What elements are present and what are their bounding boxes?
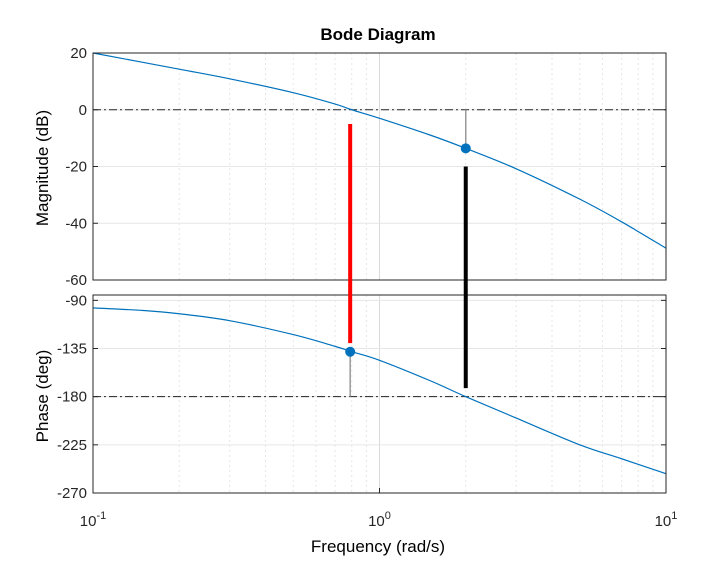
- phase-y-ticks: -90 -135 -180 -225 -270: [57, 292, 666, 502]
- phase-ytick-label: -225: [57, 437, 87, 454]
- phase-grid: [93, 295, 666, 494]
- magnitude-y-ticks: 20 0 -20 -40 -60: [65, 45, 666, 289]
- phase-ytick-label: -135: [57, 341, 87, 358]
- xtick-label: 10-1: [80, 510, 106, 530]
- xtick-exponent: -1: [96, 510, 106, 522]
- chart-title: Bode Diagram: [320, 25, 435, 44]
- magnitude-ytick-label: -20: [65, 159, 87, 176]
- magnitude-ytick-label: -60: [65, 272, 87, 289]
- xtick-base: 10: [368, 513, 385, 530]
- phase-ylabel: Phase (deg): [33, 350, 52, 443]
- xtick-label: 100: [368, 510, 391, 530]
- phase-panel: -90 -135 -180 -225 -270 Phase (deg): [33, 292, 667, 502]
- magnitude-ytick-label: 0: [79, 102, 87, 119]
- phase-ytick-label: -90: [65, 292, 87, 309]
- magnitude-panel: 20 0 -20 -40 -60 Magnitude (dB): [33, 45, 667, 289]
- x-ticks: 10-1 100 101: [80, 488, 678, 530]
- margin-bars: [348, 123, 468, 389]
- xtick-exponent: 1: [671, 510, 677, 522]
- magnitude-marker-group: [460, 143, 471, 154]
- xtick-exponent: 0: [385, 510, 391, 522]
- phase-marker-group: [345, 346, 356, 357]
- phase-series-line: [92, 307, 667, 475]
- gain-margin-marker: [460, 143, 471, 154]
- magnitude-grid: [93, 52, 666, 281]
- magnitude-series-line: [92, 52, 667, 249]
- phase-margin-marker: [345, 346, 356, 357]
- xtick-base: 10: [80, 513, 97, 530]
- magnitude-ylabel: Magnitude (dB): [33, 110, 52, 226]
- xtick-base: 10: [655, 513, 672, 530]
- magnitude-ytick-label: -40: [65, 215, 87, 232]
- magnitude-ytick-label: 20: [70, 45, 87, 62]
- phase-ytick-label: -180: [57, 389, 87, 406]
- xtick-label: 101: [655, 510, 678, 530]
- phase-ytick-label: -270: [57, 485, 87, 502]
- x-axis-label: Frequency (rad/s): [311, 537, 445, 556]
